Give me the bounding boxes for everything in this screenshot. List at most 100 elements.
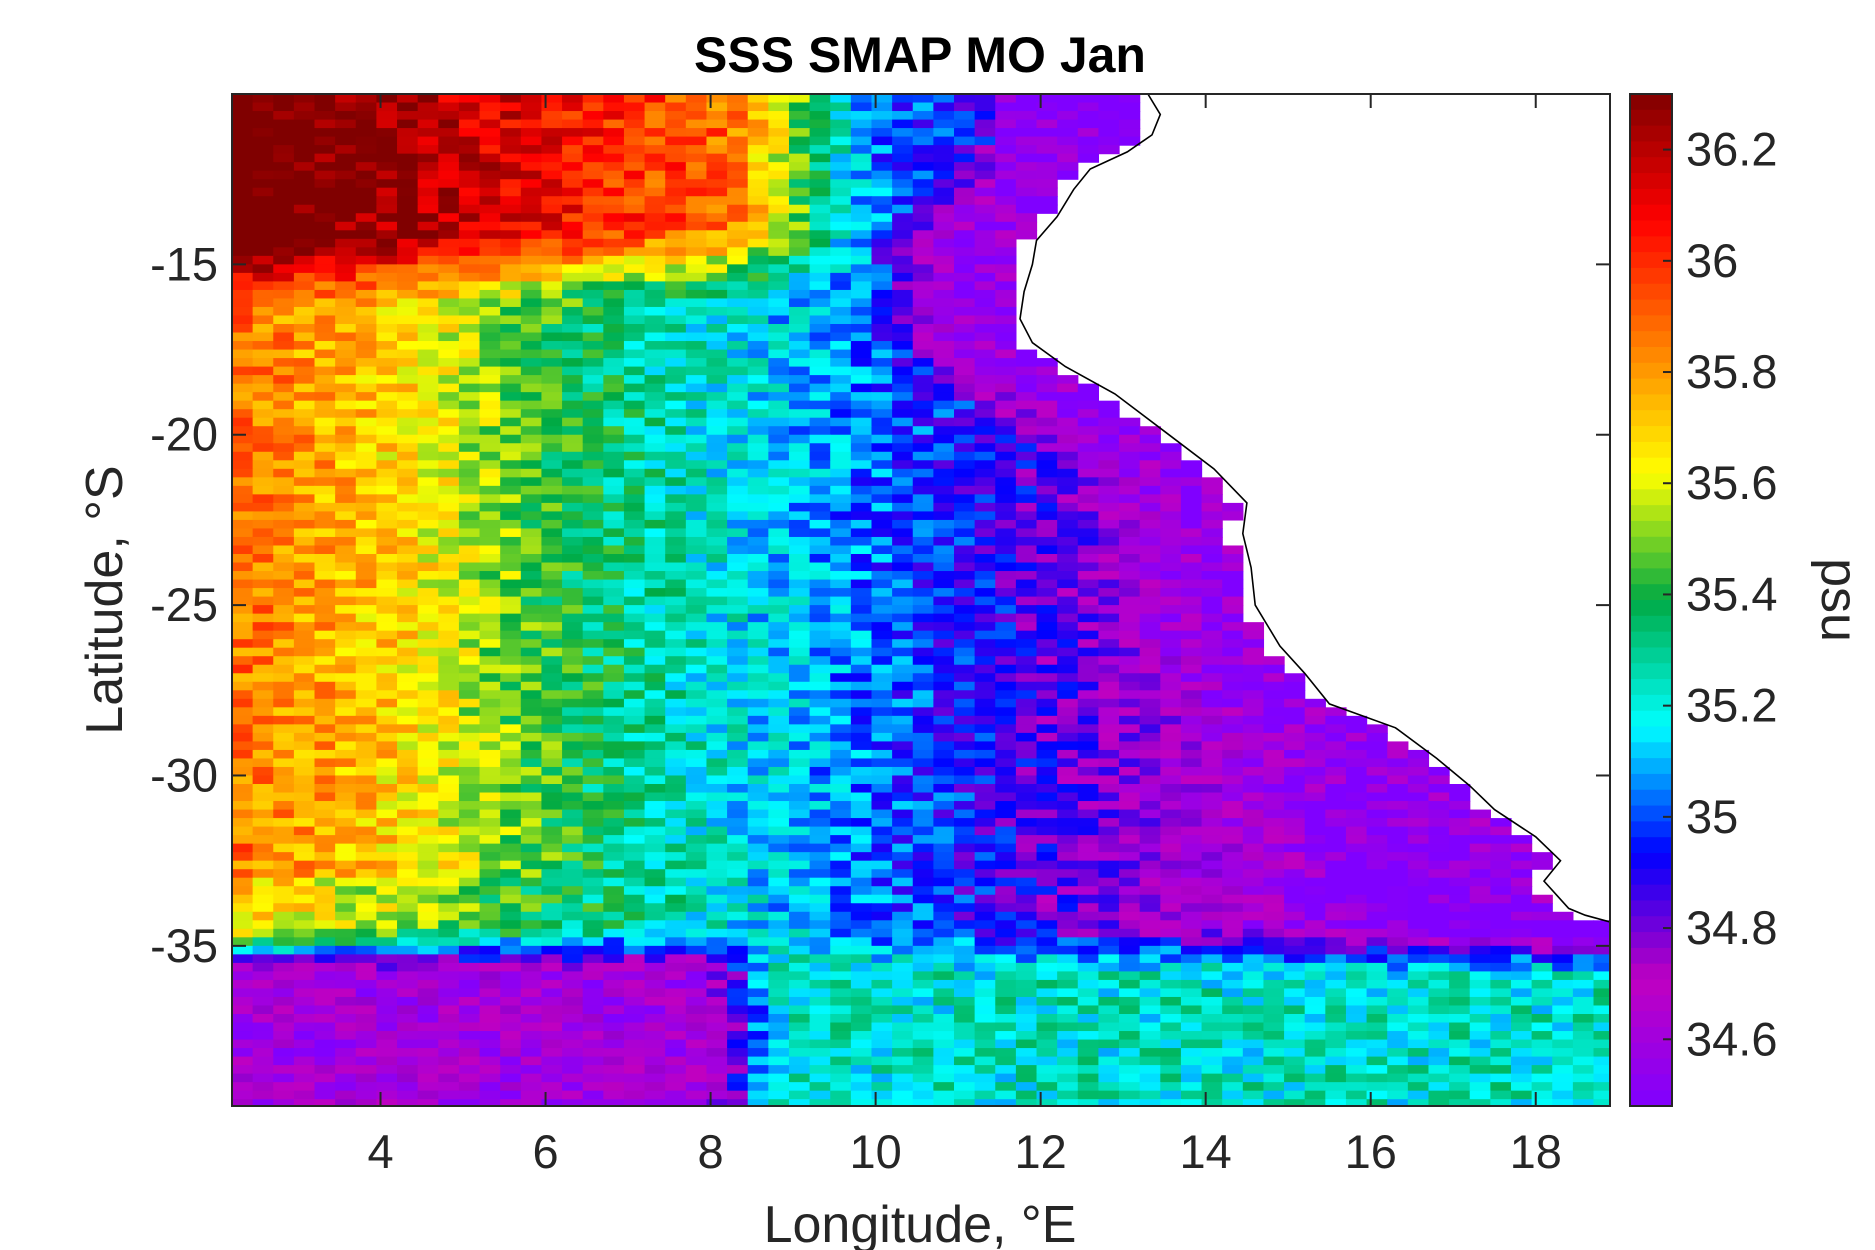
heatmap-cell-225 xyxy=(335,136,357,146)
heatmap-cell-1138 xyxy=(479,332,501,342)
heatmap-cell-3618 xyxy=(933,766,955,777)
heatmap-cell-3116 xyxy=(871,690,893,700)
heatmap-cell-2863 xyxy=(933,647,955,657)
heatmap-cell-2451 xyxy=(582,579,604,589)
heatmap-cell-3743 xyxy=(1077,784,1100,794)
heatmap-cell-4227 xyxy=(933,852,955,862)
heatmap-cell-1646 xyxy=(747,434,769,444)
heatmap-cell-4058 xyxy=(1325,826,1347,836)
heatmap-cell-1637 xyxy=(562,434,584,444)
heatmap-cell-1363 xyxy=(252,383,274,393)
heatmap-cell-2892 xyxy=(500,656,522,666)
heatmap-cell-558 xyxy=(376,204,398,214)
heatmap-cell-1635 xyxy=(520,434,543,444)
heatmap-cell-3273 xyxy=(830,715,852,725)
heatmap-cell-1148 xyxy=(685,332,708,342)
heatmap-cell-4053 xyxy=(1222,826,1244,836)
heatmap-cell-3842 xyxy=(644,801,666,811)
heatmap-cell-3115 xyxy=(850,690,873,700)
heatmap-cell-1563 xyxy=(871,417,893,427)
heatmap-cell-1897 xyxy=(1160,477,1182,487)
heatmap-cell-2187 xyxy=(1160,528,1182,538)
heatmap-cell-2164 xyxy=(685,528,708,538)
heatmap-cell-886 xyxy=(768,272,790,283)
heatmap-cell-4054 xyxy=(1242,826,1265,836)
heatmap-cell-757 xyxy=(458,247,481,257)
heatmap-cell-2589 xyxy=(397,605,419,615)
heatmap-cell-1218 xyxy=(562,349,584,359)
heatmap-cell-3712 xyxy=(438,784,460,794)
heatmap-cell-4158 xyxy=(809,843,831,853)
heatmap-cell-3296 xyxy=(1304,715,1326,725)
heatmap-cell-4583 xyxy=(417,903,439,913)
heatmap-cell-244 xyxy=(727,136,749,146)
heatmap-cell-3841 xyxy=(623,801,646,811)
heatmap-cell-133 xyxy=(252,119,274,129)
heatmap-cell-165 xyxy=(912,119,934,129)
heatmap-cell-3302 xyxy=(293,724,316,734)
heatmap-cell-1928 xyxy=(809,485,831,495)
heatmap-cell-363 xyxy=(520,162,543,172)
heatmap-cell-4322 xyxy=(252,869,274,879)
heatmap-cell-4665 xyxy=(788,911,811,921)
heatmap-cell-422 xyxy=(892,170,914,180)
heatmap-cell-4354 xyxy=(912,869,934,879)
heatmap-cell-1103 xyxy=(541,324,563,334)
heatmap-cell-4628 xyxy=(1345,903,1368,913)
heatmap-cell-3263 xyxy=(623,715,646,725)
heatmap-cell-2819 xyxy=(1057,639,1079,649)
heatmap-cell-4501 xyxy=(1345,886,1368,896)
heatmap-cell-4019 xyxy=(520,826,543,836)
heatmap-cell-1312 xyxy=(871,366,893,376)
heatmap-cell-1868 xyxy=(562,477,584,487)
heatmap-cell-2378 xyxy=(1098,562,1120,572)
heatmap-cell-4652 xyxy=(520,911,543,921)
heatmap-cell-3747 xyxy=(1160,784,1182,794)
heatmap-cell-669 xyxy=(232,230,254,240)
heatmap-cell-1090 xyxy=(273,324,295,334)
heatmap-cell-2690 xyxy=(458,622,481,632)
heatmap-cell-3123 xyxy=(1015,690,1038,700)
heatmap-cell-3035 xyxy=(273,681,295,691)
heatmap-cell-203 xyxy=(788,128,811,138)
heatmap-cell-3362 xyxy=(376,732,398,743)
heatmap-cell-2771 xyxy=(1098,630,1120,640)
heatmap-cell-1261 xyxy=(644,358,666,368)
heatmap-cell-201 xyxy=(747,128,769,138)
heatmap-cell-4276 xyxy=(623,860,646,870)
heatmap-cell-4556 xyxy=(1180,894,1203,904)
heatmap-cell-126 xyxy=(1015,111,1038,121)
heatmap-cell-1908 xyxy=(397,485,419,495)
heatmap-cell-1403 xyxy=(1077,383,1100,393)
heatmap-cell-4515 xyxy=(335,894,357,904)
heatmap-cell-80 xyxy=(974,102,996,112)
heatmap-cell-3298 xyxy=(1345,715,1368,725)
heatmap-cell-905 xyxy=(376,281,398,291)
heatmap-cell-230 xyxy=(438,136,460,146)
heatmap-cell-4751 xyxy=(1222,920,1244,930)
heatmap-cell-2974 xyxy=(1139,664,1161,674)
heatmap-cell-750 xyxy=(314,247,336,257)
heatmap-cell-3367 xyxy=(479,732,501,743)
heatmap-cell-1787 xyxy=(830,460,852,470)
heatmap-cell-2968 xyxy=(1015,664,1038,674)
heatmap-cell-3921 xyxy=(1036,809,1058,819)
heatmap-cell-645 xyxy=(541,221,563,231)
heatmap-cell-4203 xyxy=(438,852,460,862)
heatmap-cell-1534 xyxy=(273,417,295,427)
heatmap-cell-4880 xyxy=(1119,937,1141,947)
heatmap-cell-2865 xyxy=(974,647,996,657)
heatmap-cell-3604 xyxy=(644,766,666,777)
heatmap-cell-2297 xyxy=(438,554,460,564)
heatmap-cell-4096 xyxy=(830,835,852,845)
heatmap-cell-2352 xyxy=(562,562,584,572)
heatmap-cell-2901 xyxy=(685,656,708,666)
heatmap-cell-369 xyxy=(644,162,666,172)
heatmap-cell-120 xyxy=(892,111,914,121)
heatmap-cell-1710 xyxy=(1139,443,1161,453)
heatmap-cell-2941 xyxy=(458,664,481,674)
heatmap-cell-3262 xyxy=(603,715,625,725)
heatmap-cell-1639 xyxy=(603,434,625,444)
heatmap-cell-17 xyxy=(582,94,604,104)
heatmap-cell-3692 xyxy=(1242,775,1265,785)
